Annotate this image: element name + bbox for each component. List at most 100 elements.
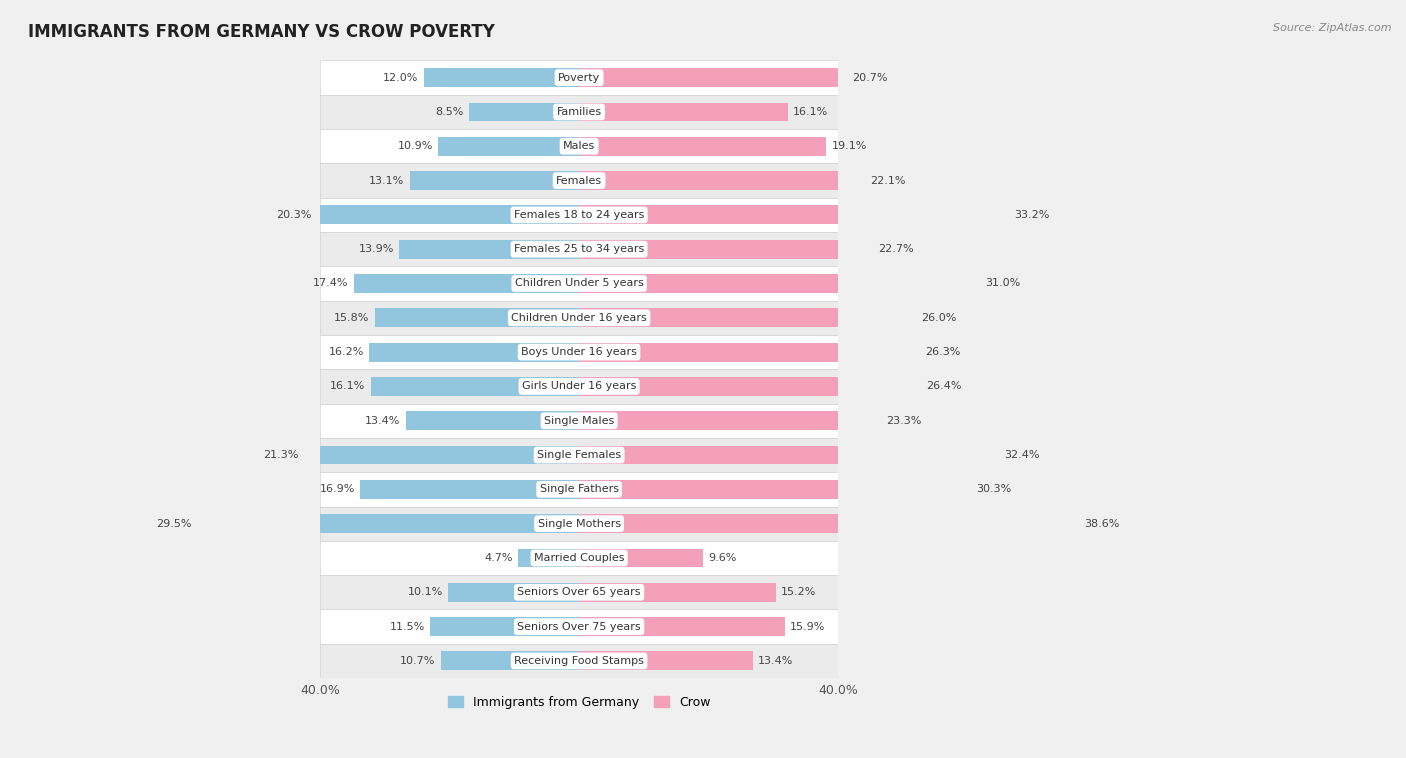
Bar: [321, 472, 838, 506]
Bar: [579, 549, 703, 568]
Bar: [579, 171, 865, 190]
Text: 16.9%: 16.9%: [319, 484, 356, 494]
Bar: [321, 575, 838, 609]
Bar: [197, 514, 579, 533]
Bar: [579, 377, 921, 396]
Text: Seniors Over 65 years: Seniors Over 65 years: [517, 587, 641, 597]
Bar: [579, 514, 1078, 533]
Bar: [519, 549, 579, 568]
Text: 13.9%: 13.9%: [359, 244, 394, 254]
Bar: [321, 95, 838, 129]
Text: Receiving Food Stamps: Receiving Food Stamps: [515, 656, 644, 666]
Text: Seniors Over 75 years: Seniors Over 75 years: [517, 622, 641, 631]
Text: Poverty: Poverty: [558, 73, 600, 83]
Bar: [409, 171, 579, 190]
Bar: [579, 309, 915, 327]
Bar: [579, 412, 880, 431]
Bar: [354, 274, 579, 293]
Bar: [406, 412, 579, 431]
Text: 11.5%: 11.5%: [389, 622, 425, 631]
Text: Females 18 to 24 years: Females 18 to 24 years: [515, 210, 644, 220]
Text: 31.0%: 31.0%: [986, 278, 1021, 289]
Bar: [370, 343, 579, 362]
Bar: [579, 446, 998, 465]
Bar: [579, 240, 873, 258]
Bar: [321, 369, 838, 403]
Bar: [321, 438, 838, 472]
Bar: [316, 205, 579, 224]
Text: 4.7%: 4.7%: [485, 553, 513, 563]
Text: 16.2%: 16.2%: [329, 347, 364, 357]
Bar: [440, 651, 579, 670]
Text: 22.7%: 22.7%: [879, 244, 914, 254]
Bar: [579, 137, 827, 155]
Bar: [321, 61, 838, 95]
Text: 29.5%: 29.5%: [156, 518, 193, 528]
Text: 20.7%: 20.7%: [852, 73, 887, 83]
Bar: [321, 232, 838, 266]
Text: Single Males: Single Males: [544, 415, 614, 426]
Text: 22.1%: 22.1%: [870, 176, 905, 186]
Bar: [321, 266, 838, 301]
Text: 10.7%: 10.7%: [401, 656, 436, 666]
Text: Children Under 5 years: Children Under 5 years: [515, 278, 644, 289]
Text: 15.9%: 15.9%: [790, 622, 825, 631]
Bar: [321, 403, 838, 438]
Text: 32.4%: 32.4%: [1004, 450, 1039, 460]
Text: Married Couples: Married Couples: [534, 553, 624, 563]
Bar: [579, 343, 920, 362]
Bar: [371, 377, 579, 396]
Text: 8.5%: 8.5%: [436, 107, 464, 117]
Bar: [423, 68, 579, 87]
Bar: [360, 480, 579, 499]
Text: 38.6%: 38.6%: [1084, 518, 1119, 528]
Text: 26.0%: 26.0%: [921, 313, 956, 323]
Text: Females 25 to 34 years: Females 25 to 34 years: [515, 244, 644, 254]
Bar: [579, 583, 776, 602]
Text: Single Mothers: Single Mothers: [537, 518, 620, 528]
Text: Females: Females: [555, 176, 602, 186]
Text: 21.3%: 21.3%: [263, 450, 298, 460]
Bar: [321, 506, 838, 540]
Text: 13.4%: 13.4%: [758, 656, 793, 666]
Text: 30.3%: 30.3%: [977, 484, 1012, 494]
Bar: [321, 129, 838, 164]
Bar: [304, 446, 579, 465]
Bar: [321, 644, 838, 678]
Text: 15.2%: 15.2%: [782, 587, 817, 597]
Bar: [470, 102, 579, 121]
Bar: [579, 480, 972, 499]
Text: 26.4%: 26.4%: [927, 381, 962, 391]
Text: 20.3%: 20.3%: [276, 210, 311, 220]
Text: 9.6%: 9.6%: [709, 553, 737, 563]
Text: 33.2%: 33.2%: [1014, 210, 1049, 220]
Text: 13.1%: 13.1%: [370, 176, 405, 186]
Text: 10.9%: 10.9%: [398, 141, 433, 152]
Text: 10.1%: 10.1%: [408, 587, 443, 597]
Bar: [579, 274, 980, 293]
Bar: [321, 540, 838, 575]
Bar: [321, 335, 838, 369]
Bar: [399, 240, 579, 258]
Bar: [449, 583, 579, 602]
Text: 17.4%: 17.4%: [314, 278, 349, 289]
Text: Males: Males: [562, 141, 595, 152]
Bar: [579, 651, 752, 670]
Text: 16.1%: 16.1%: [793, 107, 828, 117]
Text: 13.4%: 13.4%: [366, 415, 401, 426]
Bar: [579, 617, 785, 636]
Text: 16.1%: 16.1%: [330, 381, 366, 391]
Text: Single Fathers: Single Fathers: [540, 484, 619, 494]
Text: Source: ZipAtlas.com: Source: ZipAtlas.com: [1274, 23, 1392, 33]
Text: 26.3%: 26.3%: [925, 347, 960, 357]
Text: Boys Under 16 years: Boys Under 16 years: [522, 347, 637, 357]
Text: IMMIGRANTS FROM GERMANY VS CROW POVERTY: IMMIGRANTS FROM GERMANY VS CROW POVERTY: [28, 23, 495, 41]
Bar: [321, 301, 838, 335]
Bar: [321, 198, 838, 232]
Text: 19.1%: 19.1%: [831, 141, 868, 152]
Text: Families: Families: [557, 107, 602, 117]
Bar: [430, 617, 579, 636]
Text: 15.8%: 15.8%: [335, 313, 370, 323]
Bar: [439, 137, 579, 155]
Bar: [374, 309, 579, 327]
